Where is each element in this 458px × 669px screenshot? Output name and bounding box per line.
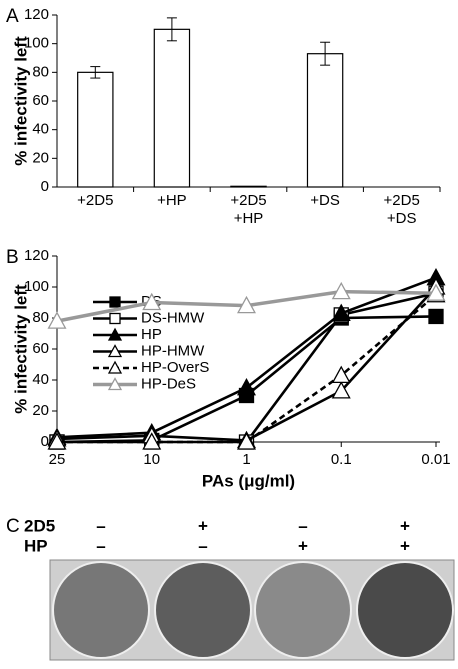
marker: [331, 381, 351, 399]
dishes: [52, 561, 454, 659]
marker: [331, 303, 351, 322]
y-tick-label: 80: [32, 309, 49, 326]
sign: +: [298, 536, 308, 555]
marker: [331, 365, 351, 384]
marker: [47, 432, 67, 450]
bar: [306, 53, 344, 188]
marker: [142, 292, 162, 311]
y-tick-label: 40: [32, 371, 49, 388]
y-tick-label: 20: [32, 149, 49, 166]
sign: +: [400, 536, 410, 555]
bar: [153, 28, 191, 188]
legend-label: HP: [141, 326, 162, 343]
sign: –: [96, 516, 105, 535]
marker: [428, 308, 444, 325]
y-tick-label: 0: [41, 433, 49, 450]
label-line: +DS: [387, 210, 417, 227]
legend-label: DS-HMW: [141, 309, 205, 326]
marker: [109, 312, 121, 325]
dish: [52, 561, 150, 659]
series-line: [57, 293, 437, 444]
bar: [230, 185, 267, 188]
marker: [107, 360, 123, 374]
bar: [77, 71, 114, 188]
y-tick-label: 120: [24, 247, 49, 264]
panel-label: B: [6, 247, 19, 268]
marker: [47, 311, 67, 329]
sign: +: [198, 516, 208, 535]
x-tick-label: +HP: [157, 192, 187, 209]
legend-label: HP-DeS: [141, 375, 196, 392]
error-bar: [90, 66, 101, 79]
dish: [356, 561, 454, 659]
dish: [154, 561, 252, 659]
legend-label: HP-HMW: [141, 342, 205, 359]
panel-label: C: [6, 516, 20, 537]
x-tick-label: +2D5 +DS: [384, 192, 420, 227]
marker: [107, 327, 123, 341]
row-label: 2D5: [24, 516, 55, 535]
label-line: +2D5: [384, 192, 420, 209]
marker: [237, 377, 256, 396]
label-line: +2D5: [230, 192, 266, 209]
sign: –: [96, 536, 105, 555]
x-tick-label: 10: [143, 451, 160, 468]
marker: [426, 283, 446, 301]
marker: [237, 432, 256, 450]
y-tick-label: 0: [41, 178, 49, 195]
marker: [142, 432, 162, 450]
x-tick-label: 1: [242, 451, 250, 468]
y-tick-label: 80: [32, 63, 49, 80]
y-tick-label: 40: [32, 121, 49, 138]
sign: +: [400, 516, 410, 535]
y-tick-label: 20: [32, 402, 49, 419]
y-tick-label: 100: [24, 278, 49, 295]
marker: [331, 281, 351, 300]
x-tick-label: +2D5: [77, 192, 113, 209]
x-tick-label: 0.1: [331, 451, 352, 468]
y-axis-label: % infectivity left: [11, 284, 30, 414]
legend-label: HP-OverS: [141, 359, 209, 376]
error-bar: [320, 41, 331, 66]
sign: –: [198, 536, 207, 555]
label-line: +HP: [234, 210, 264, 227]
y-tick-label: 60: [32, 340, 49, 357]
panel-label: A: [6, 6, 19, 27]
x-tick-label: 0.01: [421, 451, 450, 468]
x-tick-label: +2D5 +HP: [230, 192, 266, 227]
sign: –: [298, 516, 307, 535]
row-label: HP: [24, 536, 48, 555]
y-tick-label: 120: [24, 6, 49, 23]
x-tick-label: +DS: [310, 192, 340, 209]
marker: [107, 377, 123, 391]
y-tick-label: 100: [24, 35, 49, 52]
marker: [109, 296, 121, 308]
y-tick-label: 60: [32, 92, 49, 109]
x-axis-label: PAs (μg/ml): [202, 471, 295, 490]
marker: [237, 295, 256, 314]
dish: [254, 561, 352, 659]
marker: [107, 344, 123, 358]
error-bar: [166, 17, 177, 42]
x-tick-label: 25: [49, 451, 66, 468]
y-axis-label: % infectivity left: [11, 36, 30, 166]
